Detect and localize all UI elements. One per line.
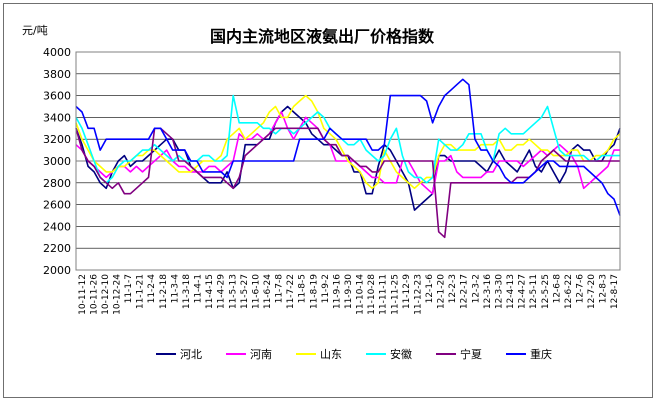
y-tick-label: 2800 — [43, 177, 71, 190]
y-tick-label: 2000 — [43, 264, 71, 277]
x-tick-label: 11-4-29 — [217, 274, 227, 309]
y-tick-label: 3600 — [43, 90, 71, 103]
x-tick-label: 11-12-23 — [413, 274, 423, 315]
x-tick-label: 12-3-16 — [483, 274, 493, 309]
x-tick-label: 10-12-24 — [113, 274, 123, 315]
x-tick-label: 12-5-11 — [529, 274, 539, 309]
legend-label-0: 河北 — [180, 348, 202, 361]
x-tick-label: 12-2-17 — [460, 274, 470, 309]
chart-frame: 国内主流地区液氨出厂价格指数 元/吨 2000 2200 2400 2600 2800 3… — [3, 3, 653, 398]
x-tick-label: 10-11-26 — [89, 274, 99, 315]
x-tick-label: 11-9-16 — [332, 274, 342, 309]
y-tick-label: 3200 — [43, 133, 71, 146]
series-lines — [75, 78, 621, 239]
series-line-2 — [75, 94, 621, 190]
x-tick-label: 11-9-2 — [321, 274, 331, 303]
legend-label-2: 山东 — [320, 348, 342, 361]
series-line-5 — [75, 78, 621, 216]
x-tick-label: 12-3-30 — [494, 274, 504, 309]
x-tick-label: 12-1-20 — [437, 274, 447, 309]
x-tick-label: 11-10-14 — [356, 274, 366, 315]
x-tick-label: 12-3-2 — [471, 274, 481, 303]
x-tick-label: 11-2-4 — [147, 274, 157, 304]
x-tick-label: 12-7-20 — [587, 274, 597, 309]
x-tick-label: 11-10-28 — [367, 274, 377, 315]
legend: 河北 河南 山东 安徽 宁夏 重庆 — [156, 347, 552, 361]
x-tick-label: 11-4-1 — [194, 274, 204, 303]
y-tick-labels: 2000 2200 2400 2600 2800 3000 3200 3400 3600 3800… — [43, 46, 71, 277]
x-tick-label: 12-2-3 — [448, 274, 458, 303]
series-line-3 — [75, 94, 620, 184]
y-tick-label: 2400 — [43, 220, 71, 233]
legend-label-5: 重庆 — [530, 347, 552, 361]
x-tick-label: 10-12-10 — [101, 274, 111, 315]
x-tick-label: 12-4-27 — [518, 274, 528, 309]
x-tick-label: 11-1-7 — [124, 274, 134, 303]
x-tick-label: 11-12-9 — [402, 274, 412, 309]
x-tick-labels: 10-11-12 10-11-26 10-12-10 10-12-24 11-1-7 11… — [78, 274, 620, 315]
chart-title: 国内主流地区液氨出厂价格指数 — [210, 27, 435, 46]
x-tick-label: 11-9-30 — [344, 274, 354, 309]
legend-label-3: 安徽 — [390, 347, 412, 361]
plot-area-border — [75, 51, 621, 271]
x-tick-label: 11-7-8 — [275, 274, 285, 304]
x-tick-label: 11-11-25 — [390, 274, 400, 315]
y-tick-label: 2600 — [43, 199, 71, 212]
y-tick-label: 3800 — [43, 68, 71, 81]
x-tick-label: 12-6-8 — [552, 274, 562, 304]
x-tick-label: 11-8-19 — [309, 274, 319, 309]
y-tick-label: 3400 — [43, 111, 71, 124]
y-axis-unit: 元/吨 — [22, 24, 48, 37]
x-tick-label: 12-8-17 — [610, 274, 620, 309]
x-tick-label: 10-11-12 — [78, 274, 88, 315]
x-tick-label: 11-3-4 — [170, 274, 180, 304]
y-tick-label: 3000 — [43, 155, 71, 168]
x-tick-label: 11-6-10 — [251, 274, 261, 309]
x-tick-label: 11-3-18 — [182, 274, 192, 309]
x-tick-label: 11-5-13 — [228, 274, 238, 309]
x-tick-label: 11-6-24 — [263, 274, 273, 309]
x-tick-label: 12-5-25 — [541, 274, 551, 309]
x-tick-label: 11-5-27 — [240, 274, 250, 309]
x-tick-label: 11-11-11 — [379, 274, 389, 315]
x-tick-label: 12-7-6 — [575, 274, 585, 304]
legend-label-1: 河南 — [250, 348, 272, 361]
x-tick-label: 11-2-18 — [159, 274, 169, 309]
y-tick-label: 2200 — [43, 242, 71, 255]
x-tick-label: 11-4-15 — [205, 274, 215, 309]
legend-label-4: 宁夏 — [460, 347, 482, 361]
y-tick-label: 4000 — [43, 46, 71, 59]
x-tick-label: 12-6-22 — [564, 274, 574, 309]
x-tick-label: 12-1-6 — [425, 274, 435, 304]
x-tick-label: 12-8-3 — [599, 274, 609, 303]
x-tick-label: 12-4-13 — [506, 274, 516, 309]
line-chart: 国内主流地区液氨出厂价格指数 元/吨 2000 2200 2400 2600 2800 3… — [22, 24, 621, 361]
x-tick-label: 11-8-5 — [298, 274, 308, 303]
x-tick-label: 11-7-22 — [286, 274, 296, 309]
x-tick-label: 11-1-21 — [136, 274, 146, 309]
